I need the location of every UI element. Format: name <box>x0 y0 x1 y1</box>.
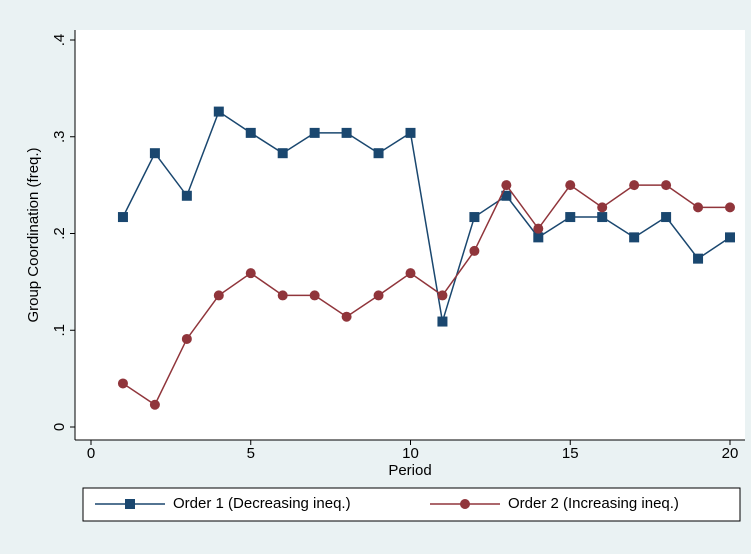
data-point <box>725 232 735 243</box>
data-point <box>405 268 416 279</box>
data-point <box>565 180 576 191</box>
y-tick-label: 0 <box>51 423 68 431</box>
data-point <box>565 212 576 223</box>
data-point <box>309 127 320 138</box>
x-axis-title: Period <box>388 462 431 479</box>
data-point <box>501 190 512 201</box>
data-point <box>149 399 160 410</box>
legend <box>82 487 741 522</box>
y-tick-label: .1 <box>51 324 68 337</box>
data-point <box>661 212 672 223</box>
data-point <box>693 202 704 213</box>
x-tick-label: 0 <box>87 445 95 462</box>
data-point <box>469 245 480 256</box>
data-point <box>117 212 128 223</box>
y-tick-label: .3 <box>51 130 68 143</box>
data-point <box>213 106 224 117</box>
series-line <box>122 110 731 322</box>
data-point <box>277 148 288 159</box>
data-point <box>661 180 672 191</box>
x-tick-label: 10 <box>402 445 419 462</box>
data-point <box>437 316 448 327</box>
legend-marker <box>460 499 470 509</box>
y-tick-label: .2 <box>51 227 68 240</box>
x-tick-label: 20 <box>722 445 739 462</box>
data-point <box>245 127 256 138</box>
data-point <box>629 232 640 243</box>
y-axis-title: Group Coordination (freq.) <box>25 147 42 322</box>
data-point <box>309 290 320 301</box>
data-point <box>341 127 352 138</box>
plot-area <box>75 30 745 440</box>
data-point <box>149 148 160 159</box>
data-point <box>341 311 352 322</box>
data-point <box>533 223 544 234</box>
x-tick-label: 5 <box>247 445 255 462</box>
y-tick-label: .4 <box>51 34 68 47</box>
data-point <box>245 268 256 279</box>
series-line <box>122 183 730 406</box>
data-point <box>437 290 448 301</box>
legend-label: Order 1 (Decreasing ineq.) <box>173 495 351 512</box>
data-point <box>213 290 224 301</box>
data-point <box>277 290 288 301</box>
x-tick-label: 15 <box>562 445 579 462</box>
data-point <box>373 290 384 301</box>
data-point <box>629 180 640 191</box>
legend-label: Order 2 (Increasing ineq.) <box>508 495 679 512</box>
data-point <box>533 232 544 243</box>
data-point <box>597 212 608 223</box>
legend-marker <box>125 499 135 509</box>
data-point <box>117 378 128 389</box>
data-point <box>373 148 384 159</box>
data-point <box>501 180 512 191</box>
data-point <box>181 333 192 344</box>
data-point <box>181 190 192 201</box>
data-point <box>725 202 735 213</box>
data-point <box>693 253 704 264</box>
data-point <box>469 212 480 223</box>
data-point <box>597 202 608 213</box>
data-point <box>405 127 416 138</box>
